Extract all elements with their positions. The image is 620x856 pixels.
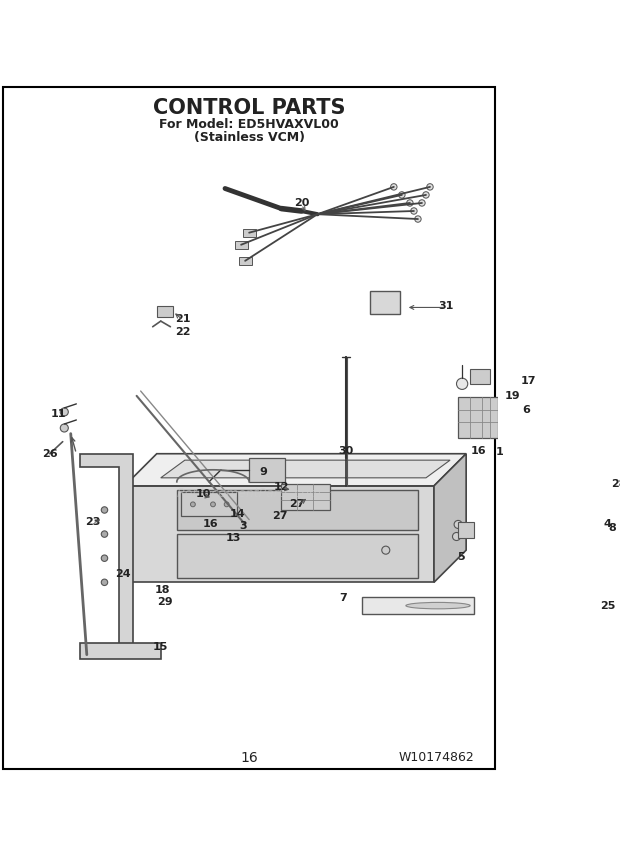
Text: 24: 24 [115, 569, 131, 580]
Circle shape [399, 192, 405, 198]
Circle shape [453, 532, 461, 540]
Circle shape [224, 502, 229, 507]
Text: 6: 6 [523, 405, 530, 414]
Text: 14: 14 [229, 509, 245, 519]
Bar [249, 458, 285, 482]
Circle shape [101, 580, 108, 586]
Text: 17: 17 [520, 377, 536, 386]
Text: 25: 25 [600, 602, 615, 611]
Text: (Stainless VCM): (Stainless VCM) [193, 131, 304, 144]
Bar [370, 291, 401, 314]
Text: 21: 21 [175, 313, 191, 324]
Text: 9: 9 [259, 467, 267, 477]
Circle shape [101, 555, 108, 562]
Text: For Model: ED5HVAXVL00: For Model: ED5HVAXVL00 [159, 117, 339, 131]
Bar [470, 369, 490, 383]
Circle shape [410, 208, 417, 214]
Text: 31: 31 [438, 300, 454, 311]
Circle shape [382, 546, 390, 554]
Polygon shape [125, 486, 434, 582]
Text: 16: 16 [203, 520, 218, 530]
Text: 16: 16 [471, 445, 486, 455]
Text: 7: 7 [339, 593, 347, 603]
Circle shape [101, 507, 108, 514]
Polygon shape [281, 484, 329, 510]
Text: 18: 18 [154, 586, 170, 596]
Bar [177, 534, 418, 579]
Circle shape [60, 424, 68, 432]
Bar [157, 306, 173, 317]
Text: 27: 27 [290, 498, 305, 508]
Circle shape [391, 184, 397, 190]
Bar [235, 241, 247, 249]
Bar [458, 522, 474, 538]
Text: 15: 15 [153, 642, 169, 651]
Circle shape [60, 408, 68, 416]
Circle shape [427, 184, 433, 190]
Text: 4: 4 [604, 520, 611, 530]
Text: W10174862: W10174862 [399, 751, 474, 764]
Circle shape [211, 502, 215, 507]
Text: ReplacementParts.com: ReplacementParts.com [177, 487, 322, 501]
Polygon shape [125, 454, 466, 486]
Text: 23: 23 [85, 517, 100, 527]
Bar [177, 490, 418, 530]
Polygon shape [361, 597, 474, 615]
Text: 22: 22 [175, 326, 191, 336]
Bar [242, 229, 255, 237]
Text: 10: 10 [196, 489, 211, 499]
Text: 29: 29 [157, 597, 172, 608]
Circle shape [190, 502, 195, 507]
Text: 30: 30 [338, 445, 353, 455]
Text: 13: 13 [226, 533, 241, 543]
Circle shape [101, 531, 108, 538]
Polygon shape [161, 461, 450, 478]
Polygon shape [81, 454, 133, 655]
Text: 3: 3 [240, 521, 247, 531]
Circle shape [407, 199, 413, 206]
Polygon shape [458, 397, 498, 437]
Text: CONTROL PARTS: CONTROL PARTS [153, 98, 345, 118]
Circle shape [456, 378, 467, 389]
Text: 16: 16 [241, 751, 258, 764]
Text: 5: 5 [457, 551, 464, 562]
Text: 1: 1 [496, 447, 504, 457]
Text: 27: 27 [272, 511, 288, 520]
Polygon shape [434, 454, 466, 582]
Text: 8: 8 [609, 524, 616, 533]
Text: 20: 20 [294, 198, 309, 208]
Circle shape [454, 520, 462, 528]
Text: 19: 19 [505, 391, 521, 401]
Bar [239, 257, 252, 265]
Text: 28: 28 [611, 479, 620, 490]
Text: 26: 26 [42, 449, 58, 459]
Circle shape [415, 216, 421, 223]
Ellipse shape [406, 603, 470, 609]
Circle shape [418, 199, 425, 206]
Text: 12: 12 [273, 483, 289, 492]
Polygon shape [81, 643, 161, 658]
Polygon shape [181, 492, 237, 516]
Circle shape [423, 192, 429, 198]
Text: 11: 11 [51, 408, 66, 419]
